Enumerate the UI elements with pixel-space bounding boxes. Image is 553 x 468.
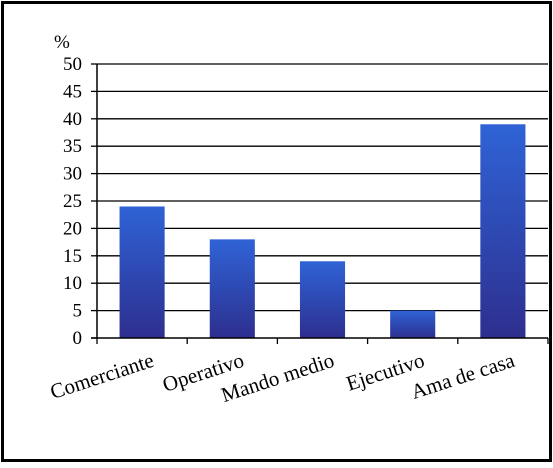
y-tick-labels: 0 5 10 15 20 25 30 35 40 45 50 [63, 54, 82, 349]
y-tick-label: 40 [63, 109, 82, 130]
y-tick-label: 5 [73, 301, 83, 322]
bars [119, 124, 526, 338]
y-tick-label: 45 [63, 81, 82, 102]
x-tick-label: Comerciante [47, 348, 156, 404]
y-tick-label: 35 [63, 136, 82, 157]
y-tick-label: 50 [63, 54, 82, 75]
bar-ama-de-casa [480, 124, 526, 338]
axes [91, 63, 549, 344]
bar-ejecutivo [390, 310, 436, 338]
bar-comerciante [119, 206, 165, 338]
y-tick-label: 0 [73, 328, 83, 349]
gridlines [97, 63, 548, 312]
y-tick-label: 30 [63, 164, 82, 185]
x-tick-label: Ama de casa [408, 348, 518, 404]
y-tick-label: 25 [63, 191, 82, 212]
y-tick-label: 15 [63, 246, 82, 267]
bar-operativo [209, 239, 255, 338]
bar-mando-medio [299, 261, 346, 338]
y-unit-label: % [54, 32, 70, 53]
y-tick-label: 20 [63, 218, 82, 239]
y-tick-label: 10 [63, 273, 82, 294]
